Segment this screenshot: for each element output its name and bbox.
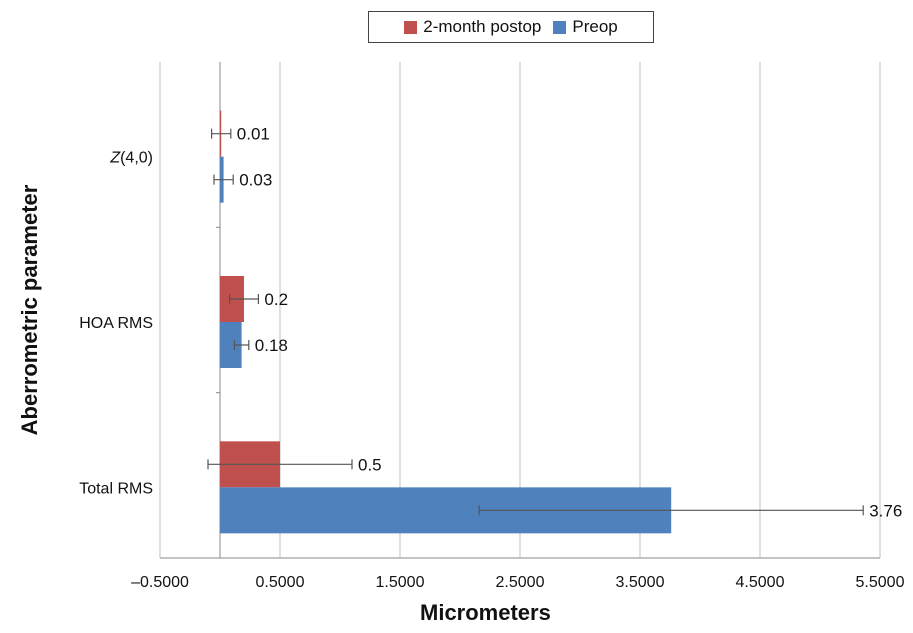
- data-label: 0.01: [237, 125, 270, 144]
- legend-label-postop: 2-month postop: [423, 17, 542, 36]
- legend-label-preop: Preop: [572, 17, 618, 36]
- data-label: 0.5: [358, 455, 382, 474]
- bar-preop: [220, 322, 242, 368]
- y-axis-label: Aberrometric parameter: [17, 184, 42, 436]
- x-tick-label: 3.5000: [616, 574, 665, 591]
- legend-swatch-postop: [404, 20, 418, 34]
- x-tick-label: 2.5000: [496, 574, 545, 591]
- x-axis-label: Micrometers: [420, 600, 551, 625]
- data-label: 0.2: [264, 290, 288, 309]
- chart-legend: 2-month postop Preop: [368, 11, 654, 43]
- data-label: 3.76: [869, 501, 902, 520]
- x-tick-label: 1.5000: [376, 574, 425, 591]
- x-tick-label: 5.5000: [856, 574, 905, 591]
- data-label: 0.18: [255, 336, 288, 355]
- x-tick-label: –0.5000: [131, 574, 189, 591]
- legend-swatch-preop: [553, 20, 567, 34]
- legend-item-postop: 2-month postop: [404, 17, 541, 37]
- data-label: 0.03: [239, 171, 272, 190]
- category-label: Total RMS: [79, 480, 153, 497]
- x-tick-label: 0.5000: [256, 574, 305, 591]
- category-label: HOA RMS: [79, 315, 153, 332]
- category-label: Z(4,0): [109, 150, 153, 167]
- legend-item-preop: Preop: [553, 17, 618, 37]
- x-tick-label: 4.5000: [736, 574, 785, 591]
